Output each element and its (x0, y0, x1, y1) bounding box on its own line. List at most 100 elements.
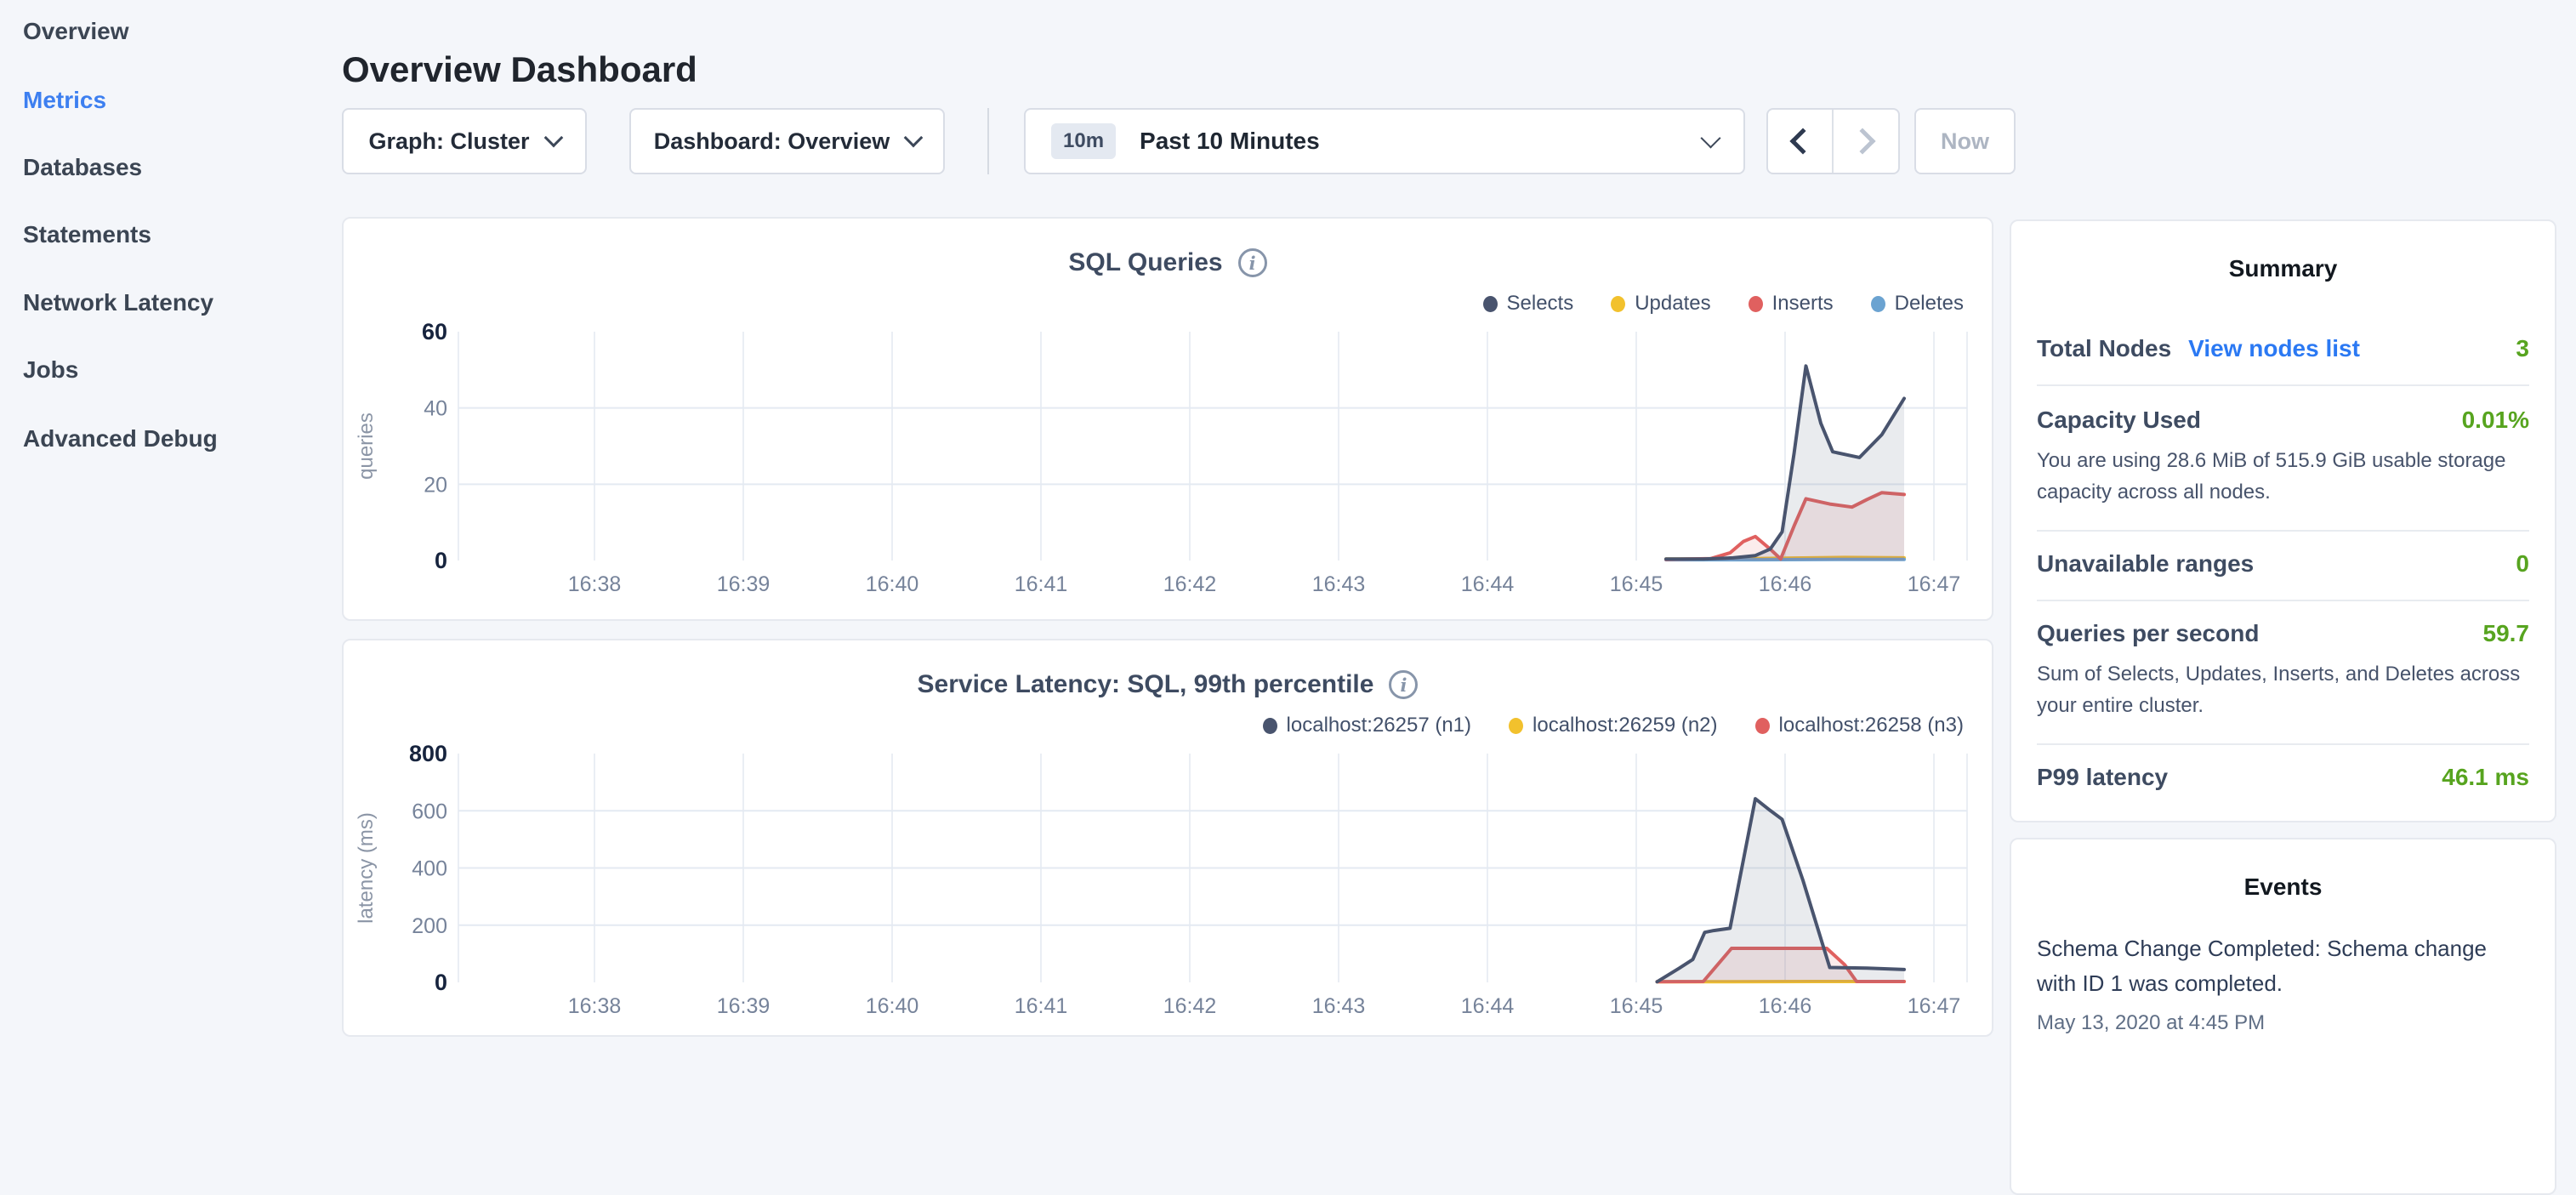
legend-label: localhost:26259 (n2) (1533, 714, 1718, 737)
time-step-forward-button[interactable] (1834, 110, 1899, 173)
divider (2037, 743, 2529, 745)
svg-text:16:45: 16:45 (1610, 994, 1663, 1018)
summary-row-total-nodes: Total Nodes View nodes list 3 (2037, 335, 2529, 362)
summary-value: 59.7 (2482, 620, 2530, 646)
svg-text:0: 0 (435, 970, 447, 995)
divider (2037, 600, 2529, 601)
sidebar-item-metrics[interactable]: Metrics (23, 87, 107, 113)
dashboard-dropdown-label: Dashboard: Overview (653, 128, 890, 154)
summary-value: 0 (2516, 550, 2529, 577)
chevron-down-icon (1700, 127, 1721, 149)
legend-label: Inserts (1771, 292, 1834, 315)
sidebar-item-network-latency[interactable]: Network Latency (23, 289, 214, 316)
summary-row-unavailable-ranges: Unavailable ranges 0 (2037, 550, 2529, 578)
sidebar-item-overview[interactable]: Overview (23, 18, 129, 44)
svg-text:16:46: 16:46 (1759, 572, 1812, 596)
svg-text:16:43: 16:43 (1312, 572, 1366, 596)
time-range-badge: 10m (1051, 123, 1117, 159)
sidebar-item-databases[interactable]: Databases (23, 154, 143, 180)
chevron-down-icon (903, 128, 924, 148)
summary-description: Sum of Selects, Updates, Inserts, and De… (2037, 663, 2521, 717)
summary-row-queries-per-second: Queries per second 59.7 (2037, 620, 2529, 647)
svg-text:16:41: 16:41 (1015, 572, 1068, 596)
summary-panel: Summary Total Nodes View nodes list 3 Ca… (2010, 219, 2556, 822)
legend-label: localhost:26257 (n1) (1286, 714, 1472, 737)
event-item-timestamp: May 13, 2020 at 4:45 PM (2037, 1011, 2266, 1034)
summary-label: Unavailable ranges (2037, 550, 2255, 577)
chevron-down-icon (543, 128, 563, 148)
legend-label: Selects (1506, 292, 1574, 315)
time-step-control (1766, 108, 1900, 174)
legend-label: Deletes (1894, 292, 1964, 315)
legend-item[interactable]: localhost:26258 (n3) (1754, 714, 1964, 737)
info-icon[interactable]: i (1237, 248, 1267, 277)
legend-dot-icon (1482, 295, 1498, 312)
time-step-back-button[interactable] (1768, 110, 1834, 173)
svg-text:800: 800 (409, 741, 447, 766)
summary-label: P99 latency (2037, 764, 2169, 790)
legend-item[interactable]: localhost:26259 (n2) (1509, 714, 1718, 737)
summary-heading: Summary (2228, 255, 2338, 282)
legend-item[interactable]: Deletes (1870, 292, 1964, 316)
graph-scope-dropdown[interactable]: Graph: Cluster (342, 108, 587, 174)
svg-text:16:40: 16:40 (866, 994, 919, 1018)
sidebar-item-advanced-debug[interactable]: Advanced Debug (23, 425, 218, 452)
svg-text:16:38: 16:38 (568, 572, 622, 596)
sidebar-item-jobs[interactable]: Jobs (23, 356, 79, 383)
summary-row-capacity-used: Capacity Used 0.01% (2037, 407, 2529, 434)
sql-queries-chart[interactable]: 0 20 40 60 16:38 16:39 16:40 16:41 16:42 16:43 16:… (344, 219, 1992, 619)
legend-dot-icon (1754, 717, 1770, 734)
sql-queries-chart-card: SQL Queries i Selects Updates Inserts Delet… (342, 217, 1993, 621)
svg-text:16:47: 16:47 (1908, 994, 1961, 1018)
legend-label: Updates (1635, 292, 1711, 315)
dashboard-dropdown[interactable]: Dashboard: Overview (629, 108, 945, 174)
svg-text:queries: queries (355, 413, 378, 480)
legend-item[interactable]: localhost:26257 (n1) (1262, 714, 1472, 737)
controls-divider (987, 108, 989, 174)
view-nodes-list-link[interactable]: View nodes list (2188, 335, 2360, 361)
svg-text:16:38: 16:38 (568, 994, 622, 1018)
svg-text:0: 0 (435, 548, 447, 573)
svg-text:16:44: 16:44 (1461, 994, 1515, 1018)
events-heading: Events (2243, 873, 2323, 900)
svg-text:16:39: 16:39 (717, 994, 771, 1018)
now-button[interactable]: Now (1914, 108, 2016, 174)
svg-text:16:43: 16:43 (1312, 994, 1366, 1018)
legend-dot-icon (1509, 717, 1524, 734)
divider (2037, 530, 2529, 532)
svg-text:20: 20 (424, 473, 447, 497)
legend-item[interactable]: Updates (1611, 292, 1711, 316)
svg-text:16:44: 16:44 (1461, 572, 1515, 596)
overview-dashboard-page: { "sidebar": { "items": [ {"label": "Ove… (23, 18, 2556, 1195)
svg-text:latency (ms): latency (ms) (355, 812, 378, 924)
svg-text:16:41: 16:41 (1015, 994, 1068, 1018)
events-panel: Events Schema Change Completed: Schema c… (2010, 838, 2556, 1195)
summary-label: Queries per second (2037, 620, 2260, 646)
svg-text:16:39: 16:39 (717, 572, 771, 596)
divider (2037, 384, 2529, 386)
chart-title: SQL Queries (1068, 248, 1223, 276)
service-latency-chart[interactable]: 0 200 400 600 800 16:38 16:39 16:40 16:41 16:42 16… (344, 640, 1992, 1035)
summary-label: Total Nodes (2037, 335, 2172, 361)
summary-value: 46.1 ms (2442, 764, 2529, 790)
svg-text:16:45: 16:45 (1610, 572, 1663, 596)
event-item-text[interactable]: Schema Change Completed: Schema change w… (2037, 936, 2487, 996)
now-button-label: Now (1941, 128, 1989, 154)
graph-scope-dropdown-label: Graph: Cluster (368, 128, 530, 154)
sidebar-item-statements[interactable]: Statements (23, 221, 151, 248)
time-range-dropdown[interactable]: 10m Past 10 Minutes (1024, 108, 1745, 174)
summary-label: Capacity Used (2037, 407, 2201, 433)
svg-text:16:40: 16:40 (866, 572, 919, 596)
service-latency-chart-card: Service Latency: SQL, 99th percentile i … (342, 639, 1993, 1037)
svg-text:40: 40 (424, 397, 447, 421)
legend-item[interactable]: Selects (1482, 292, 1574, 316)
legend-label: localhost:26258 (n3) (1778, 714, 1964, 737)
time-range-label: Past 10 Minutes (1140, 128, 1320, 154)
legend-item[interactable]: Inserts (1748, 292, 1834, 316)
chevron-left-icon (1789, 128, 1817, 155)
chart-legend: Selects Updates Inserts Deletes (1482, 292, 1964, 316)
info-icon[interactable]: i (1389, 670, 1419, 699)
chart-title: Service Latency: SQL, 99th percentile (917, 670, 1374, 698)
svg-text:600: 600 (412, 800, 447, 823)
legend-dot-icon (1611, 295, 1626, 312)
